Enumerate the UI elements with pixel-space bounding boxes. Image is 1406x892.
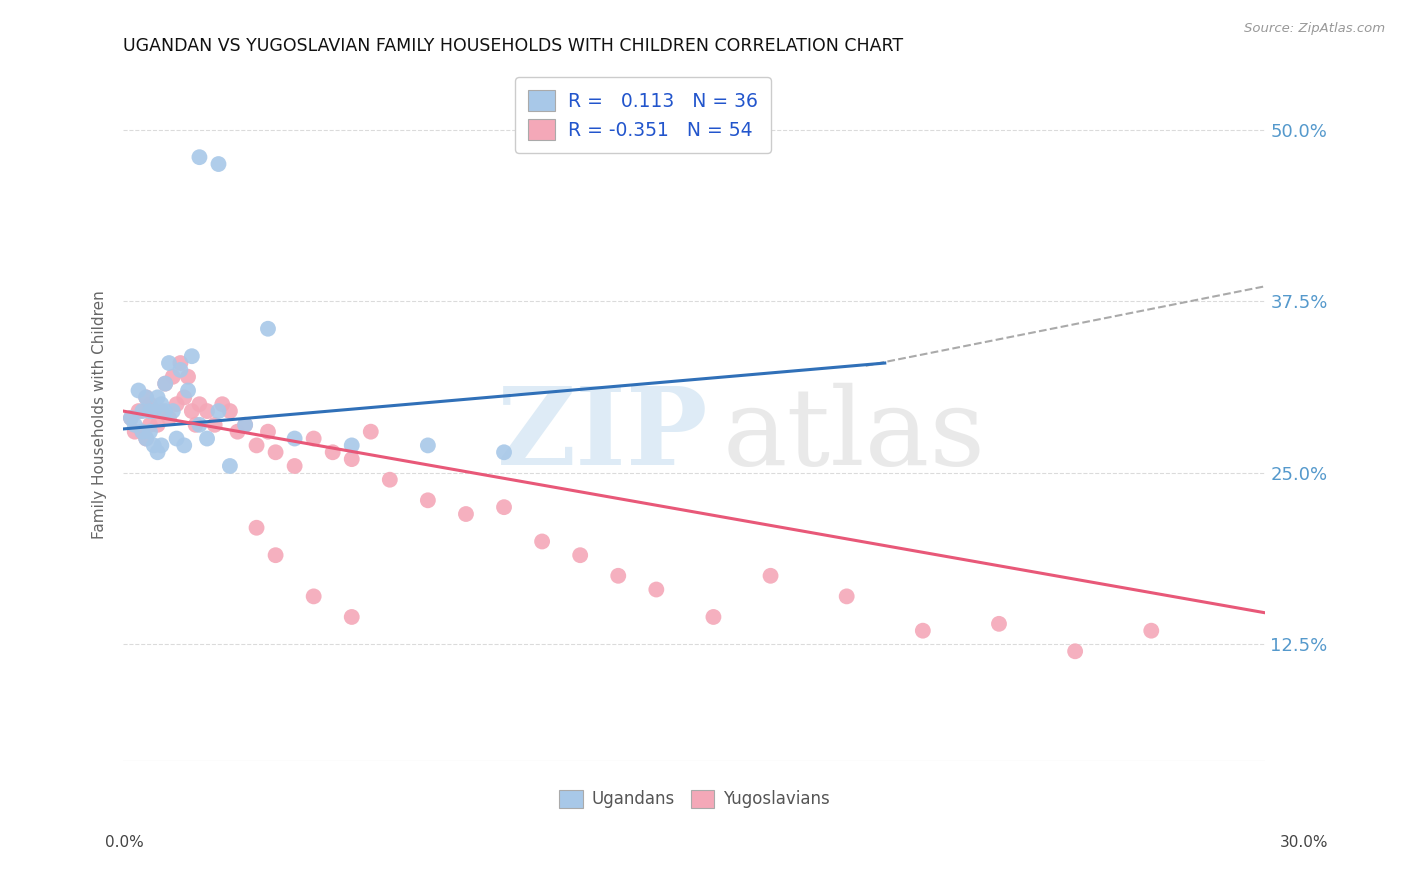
Point — [492, 445, 515, 459]
Point — [207, 157, 229, 171]
Point — [166, 397, 188, 411]
Point — [146, 417, 169, 432]
Point — [153, 404, 176, 418]
Point — [184, 417, 207, 432]
Point — [759, 569, 782, 583]
Point — [120, 411, 142, 425]
Point — [120, 411, 142, 425]
Point — [162, 404, 184, 418]
Point — [157, 411, 180, 425]
Point — [139, 397, 162, 411]
Point — [169, 363, 191, 377]
Point — [188, 397, 211, 411]
Point — [219, 458, 242, 473]
Point — [340, 610, 363, 624]
Point — [195, 432, 218, 446]
Point — [131, 404, 153, 418]
Point — [204, 417, 226, 432]
Point — [454, 507, 477, 521]
Point — [131, 425, 153, 439]
Point — [146, 390, 169, 404]
Point — [142, 404, 165, 418]
Point — [131, 425, 153, 439]
Point — [135, 390, 157, 404]
Text: Source: ZipAtlas.com: Source: ZipAtlas.com — [1244, 22, 1385, 36]
Point — [284, 458, 307, 473]
Point — [139, 404, 162, 418]
Point — [360, 425, 382, 439]
Y-axis label: Family Households with Children: Family Households with Children — [93, 290, 107, 539]
Point — [284, 432, 307, 446]
Point — [302, 432, 325, 446]
Point — [569, 548, 592, 562]
Point — [180, 349, 202, 363]
Point — [302, 590, 325, 604]
Point — [531, 534, 554, 549]
Point — [835, 590, 858, 604]
Text: 0.0%: 0.0% — [105, 836, 145, 850]
Point — [245, 521, 267, 535]
Point — [177, 369, 200, 384]
Point — [645, 582, 668, 597]
Point — [188, 150, 211, 164]
Point — [233, 417, 256, 432]
Point — [177, 384, 200, 398]
Point — [1064, 644, 1087, 658]
Point — [157, 356, 180, 370]
Point — [150, 397, 173, 411]
Point — [1140, 624, 1163, 638]
Point — [702, 610, 724, 624]
Point — [173, 390, 195, 404]
Point — [911, 624, 934, 638]
Point — [135, 432, 157, 446]
Point — [340, 438, 363, 452]
Point — [153, 376, 176, 391]
Point — [988, 616, 1011, 631]
Point — [128, 404, 150, 418]
Point — [124, 417, 146, 432]
Point — [219, 404, 242, 418]
Point — [492, 500, 515, 515]
Point — [135, 432, 157, 446]
Text: ZIP: ZIP — [498, 383, 709, 488]
Point — [180, 404, 202, 418]
Point — [173, 438, 195, 452]
Point — [150, 404, 173, 418]
Point — [416, 438, 439, 452]
Point — [340, 452, 363, 467]
Point — [195, 404, 218, 418]
Point — [139, 417, 162, 432]
Point — [416, 493, 439, 508]
Point — [257, 425, 280, 439]
Point — [162, 369, 184, 384]
Point — [135, 390, 157, 404]
Point — [153, 376, 176, 391]
Point — [150, 438, 173, 452]
Point — [264, 445, 287, 459]
Point — [207, 404, 229, 418]
Point — [188, 417, 211, 432]
Text: 30.0%: 30.0% — [1281, 836, 1329, 850]
Point — [607, 569, 630, 583]
Point — [257, 322, 280, 336]
Point — [226, 425, 249, 439]
Text: UGANDAN VS YUGOSLAVIAN FAMILY HOUSEHOLDS WITH CHILDREN CORRELATION CHART: UGANDAN VS YUGOSLAVIAN FAMILY HOUSEHOLDS… — [124, 37, 904, 55]
Point — [233, 417, 256, 432]
Point — [142, 438, 165, 452]
Point — [166, 432, 188, 446]
Point — [378, 473, 401, 487]
Point — [322, 445, 344, 459]
Point — [124, 425, 146, 439]
Point — [146, 445, 169, 459]
Point — [264, 548, 287, 562]
Point — [128, 384, 150, 398]
Point — [211, 397, 233, 411]
Legend: Ugandans, Yugoslavians: Ugandans, Yugoslavians — [553, 783, 837, 815]
Text: atlas: atlas — [723, 383, 986, 488]
Point — [245, 438, 267, 452]
Point — [169, 356, 191, 370]
Point — [139, 425, 162, 439]
Point — [142, 404, 165, 418]
